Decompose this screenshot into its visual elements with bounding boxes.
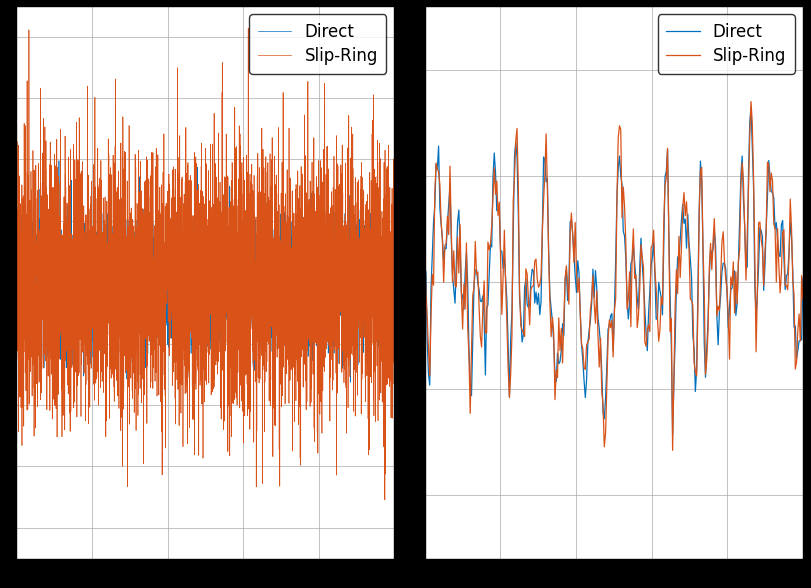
Slip-Ring <box>243 25 253 32</box>
Direct <box>645 288 654 295</box>
Legend: Direct, Slip-Ring: Direct, Slip-Ring <box>250 14 386 74</box>
Direct <box>740 223 749 230</box>
Slip-Ring <box>421 290 431 298</box>
Slip-Ring <box>323 325 333 332</box>
Slip-Ring <box>645 328 654 335</box>
Slip-Ring <box>80 328 90 335</box>
Direct <box>257 310 267 318</box>
Slip-Ring <box>644 322 654 329</box>
Slip-Ring <box>294 421 303 428</box>
Slip-Ring <box>389 269 399 276</box>
Line: Direct: Direct <box>425 107 803 434</box>
Direct <box>238 319 248 326</box>
Slip-Ring <box>238 374 248 381</box>
Direct <box>651 316 661 323</box>
Legend: Direct, Slip-Ring: Direct, Slip-Ring <box>658 14 795 74</box>
Direct <box>294 262 303 269</box>
Slip-Ring <box>798 296 808 303</box>
Direct <box>389 210 399 217</box>
Slip-Ring <box>420 234 430 241</box>
Direct <box>80 293 90 300</box>
Line: Slip-Ring: Slip-Ring <box>425 102 803 450</box>
Direct <box>667 430 677 437</box>
Direct <box>746 103 756 111</box>
Line: Slip-Ring: Slip-Ring <box>16 28 394 500</box>
Direct <box>644 310 654 317</box>
Direct <box>798 275 808 282</box>
Direct <box>11 229 21 236</box>
Line: Direct: Direct <box>16 161 394 382</box>
Direct <box>323 275 333 282</box>
Direct <box>420 269 430 276</box>
Slip-Ring <box>746 98 756 105</box>
Slip-Ring <box>651 285 661 292</box>
Slip-Ring <box>11 305 21 312</box>
Slip-Ring <box>257 333 267 340</box>
Slip-Ring <box>740 225 749 232</box>
Slip-Ring <box>765 188 775 195</box>
Slip-Ring <box>380 496 389 503</box>
Direct <box>345 379 355 386</box>
Direct <box>421 268 431 275</box>
Direct <box>156 295 165 302</box>
Slip-Ring <box>156 332 165 339</box>
Direct <box>765 173 775 181</box>
Direct <box>54 157 64 164</box>
Slip-Ring <box>667 447 677 454</box>
